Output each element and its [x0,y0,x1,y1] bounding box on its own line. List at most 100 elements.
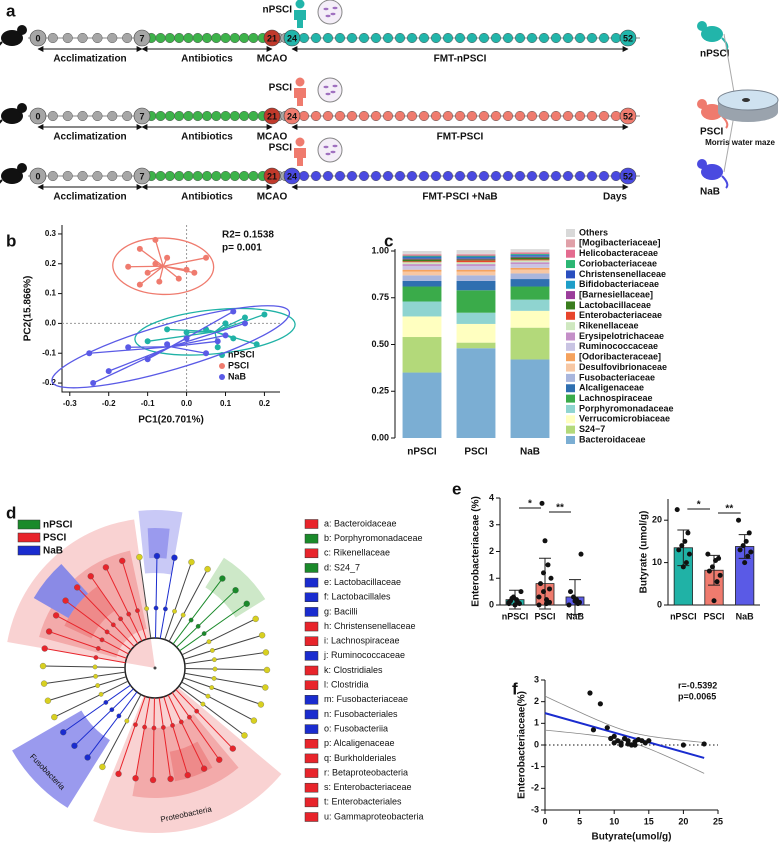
point [568,589,573,595]
day-dot [490,32,502,44]
fmt-label: FMT-PSCI +NaB [422,192,497,203]
branch [90,575,139,644]
legend-label: PSCI [228,360,249,370]
point [680,564,686,570]
day-dot [164,170,175,182]
fmt-label: FMT-PSCI [437,132,484,143]
mouse-head [17,103,27,113]
taxon-label: t: Enterobacteriales [324,797,402,807]
y-tick-label: 0.3 [45,229,57,238]
donor-head [295,77,305,87]
point [152,260,159,267]
point [152,236,159,243]
branch [101,694,142,768]
bar-segment [510,257,550,260]
legend-label: Porphyromonadaceae [579,403,674,413]
day-dot [107,170,118,182]
spider-line [170,334,226,348]
day-dot [430,110,442,122]
leaf [115,770,122,778]
microbe [323,145,329,149]
spider-line [162,265,180,280]
taxon-label: d: S24_7 [324,562,360,572]
point [705,551,711,557]
day-dot [550,32,562,44]
point [566,602,572,608]
node [178,719,184,725]
leaf [250,717,258,724]
legend-label: Helicobacteraceae [579,248,658,258]
bar-segment [510,256,550,258]
day-dot [346,170,358,182]
point [748,549,754,555]
taxon-swatch [304,592,319,602]
day-dot [155,110,166,122]
day-dot [406,170,418,182]
node [200,701,206,707]
bar-segment [456,254,496,256]
x-tick-label: 25 [713,816,723,826]
point [611,740,617,746]
bar-segment [456,271,496,276]
bar-segment [456,280,496,291]
point [144,269,151,276]
legend-label: Enterobacteriaceae [579,310,662,320]
point [230,308,237,315]
taxon-swatch [304,665,319,676]
bar-segment [510,252,550,254]
day-dot [192,170,203,182]
phase-label: Acclimatization [53,192,126,203]
legend-swatch [566,394,575,403]
spider-line [92,346,171,384]
point [175,275,182,282]
day-number: 52 [623,33,633,43]
branch [164,561,192,640]
day-dot [442,170,454,182]
day-dot [310,170,322,182]
bar-segment [402,337,442,373]
bar-segment [456,260,496,263]
taxon-label: p: Alcaligenaceae [324,738,395,748]
day-dot [201,32,213,44]
day-dot [62,32,73,44]
branch [184,651,266,665]
mouse-tail [0,179,3,184]
point [253,341,260,348]
y-tick-label: -2 [531,783,539,793]
legend-label: S24−7 [579,424,605,434]
point [539,500,545,506]
day-dot [322,32,334,44]
spider-line [147,331,216,342]
node [126,611,132,617]
confidence-band [544,695,705,743]
day-dot [192,32,203,44]
outcome-label: nPSCI [700,49,730,60]
day-dot [229,32,240,44]
legend-label: [Mogibacteriaceae] [579,238,661,248]
point [214,344,221,351]
branch [87,691,138,758]
point [679,543,685,549]
legend-swatch [566,311,575,320]
day-dot [201,110,213,122]
day-dot [550,110,562,122]
node [212,657,217,662]
y-tick-label: 0 [657,599,662,609]
day-number: 24 [287,111,297,121]
point [746,530,752,536]
bar-segment [510,279,550,287]
legend-label: Verrucomicrobiaceae [579,414,670,424]
x-tick-label: NaB [566,611,585,621]
bar-segment [456,323,496,343]
legend-swatch [219,374,225,380]
bar-segment [510,327,550,360]
branch [47,676,127,702]
node [195,623,201,629]
node [93,655,99,660]
point [105,368,112,375]
day-number: 24 [287,33,297,43]
spider-line [163,265,195,274]
mouse-body [1,168,23,184]
point [587,690,593,696]
